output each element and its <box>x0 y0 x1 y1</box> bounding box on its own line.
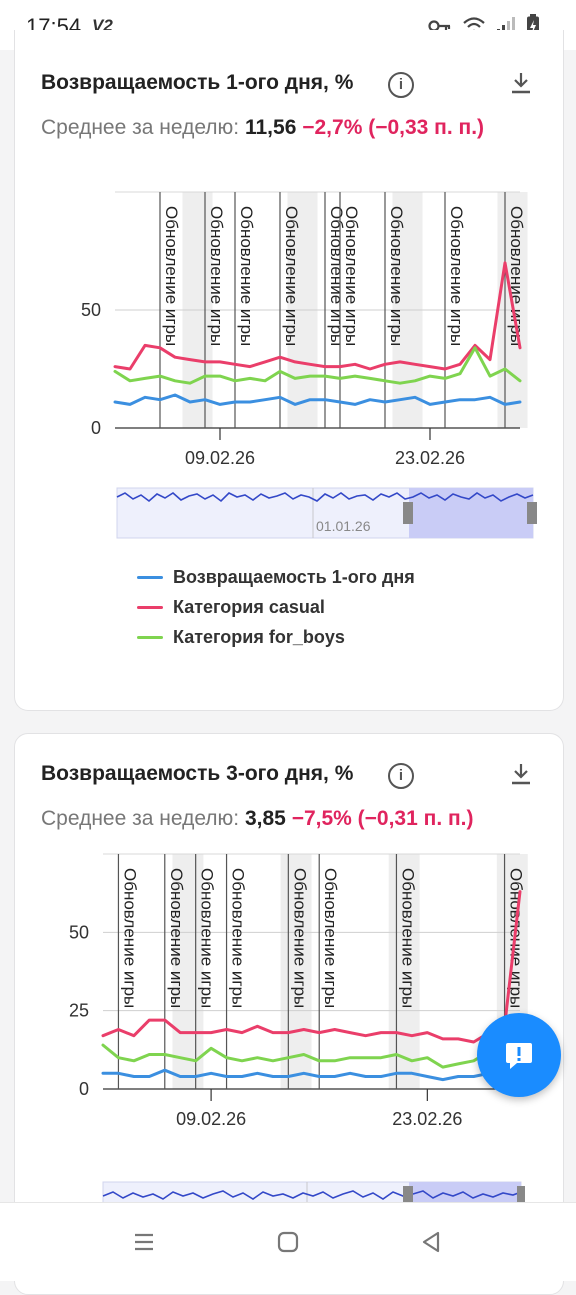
legend-item-casual[interactable]: Категория casual <box>137 592 415 622</box>
back-icon[interactable] <box>416 1227 446 1257</box>
status-icons <box>428 14 540 38</box>
retention-day1-chart[interactable]: 050 Обновление игры Обновление игры Обновле… <box>15 145 563 565</box>
avg-label: Среднее за неделю: <box>41 116 240 139</box>
annotation-label: Обновление игры <box>229 868 248 1008</box>
range-handle-right[interactable] <box>527 502 537 524</box>
legend-swatch <box>137 605 163 609</box>
avg-change: −2,7% (−0,33 п. п.) <box>302 116 485 139</box>
weekend-band <box>280 854 312 1089</box>
series-line <box>113 346 522 385</box>
legend-label: Возвращаемость 1-ого дня <box>173 566 415 587</box>
download-icon[interactable] <box>509 761 533 787</box>
annotation-label: Обновление игры <box>327 206 346 346</box>
retention-day3-chart[interactable]: 0 25 50 Обновление игры Обновление игры Обнов… <box>15 834 563 1254</box>
legend-label: Категория casual <box>173 596 325 617</box>
weekly-average: Среднее за неделю: 3,85 −7,5% (−0,31 п. … <box>41 807 474 831</box>
menu-icon[interactable] <box>129 1227 159 1257</box>
range-handle-left[interactable] <box>403 1186 413 1206</box>
weekend-band <box>172 854 204 1089</box>
annotation-label: Обновление игры <box>447 206 466 346</box>
range-date-label: 01.01.26 <box>316 518 371 534</box>
y-tick-label: 50 <box>81 300 101 320</box>
info-icon[interactable]: i <box>388 72 414 98</box>
avg-value: 3,85 <box>244 807 286 830</box>
annotation-label: Обновление игры <box>290 868 309 1008</box>
retention-day3-card: Возвращаемость 3-ого дня, % i Среднее за… <box>14 733 564 1295</box>
annotation-label: Обновление игры <box>342 206 361 346</box>
weekend-band <box>388 854 420 1089</box>
card-title: Возвращаемость 1-ого дня, % <box>41 71 354 94</box>
annotation-label: Обновление игры <box>387 206 406 346</box>
series-line <box>101 1068 522 1082</box>
system-navigation-bar <box>0 1202 576 1281</box>
range-handle-left[interactable] <box>403 502 413 524</box>
annotation-label: Обновление игры <box>120 868 139 1008</box>
range-handle-right[interactable] <box>517 1186 525 1206</box>
annotation-label: Обновление игры <box>398 868 417 1008</box>
legend-swatch <box>137 635 163 639</box>
legend-swatch <box>137 575 163 579</box>
x-tick-label: 23.02.26 <box>392 1109 462 1129</box>
annotation-label: Обновление игры <box>167 868 186 1008</box>
series-line <box>101 890 522 1044</box>
y-tick-label: 0 <box>79 1079 89 1099</box>
y-tick-label: 25 <box>69 1001 89 1021</box>
annotation-label: Обновление игры <box>321 868 340 1008</box>
legend-item-for-boys[interactable]: Категория for_boys <box>137 622 415 652</box>
x-tick-label: 23.02.26 <box>395 448 465 468</box>
x-tick-label: 09.02.26 <box>176 1109 246 1129</box>
annotation-label: Обновление игры <box>237 206 256 346</box>
legend: Возвращаемость 1-ого дня Категория casua… <box>137 562 415 652</box>
series-line <box>101 1031 522 1069</box>
retention-day1-card: Возвращаемость 1-ого дня, % i Среднее за… <box>14 30 564 711</box>
home-icon[interactable] <box>273 1227 303 1257</box>
y-tick-label: 50 <box>69 922 89 942</box>
download-icon[interactable] <box>509 70 533 96</box>
navigator-sparkline <box>102 1190 522 1200</box>
info-icon[interactable]: i <box>388 763 414 789</box>
weekly-average: Среднее за неделю: 11,56 −2,7% (−0,33 п.… <box>41 116 484 140</box>
annotation-label: Обновление игры <box>282 206 301 346</box>
legend-label: Категория for_boys <box>173 626 345 647</box>
series-line <box>113 393 522 406</box>
legend-item-retention[interactable]: Возвращаемость 1-ого дня <box>137 562 415 592</box>
series-line <box>113 261 522 371</box>
annotation-label: Обновление игры <box>507 206 526 346</box>
avg-change: −7,5% (−0,31 п. п.) <box>291 807 474 830</box>
avg-value: 11,56 <box>244 116 297 139</box>
range-navigator[interactable]: 01.01.26 <box>113 485 553 541</box>
annotation-label: Обновление игры <box>198 868 217 1008</box>
annotation-label: Обновление игры <box>207 206 226 346</box>
annotation-label: Обновление игры <box>162 206 181 346</box>
feedback-icon <box>506 1043 532 1069</box>
navigator-sparkline <box>116 492 534 503</box>
x-tick-label: 09.02.26 <box>185 448 255 468</box>
avg-label: Среднее за неделю: <box>41 807 240 830</box>
y-tick-label: 0 <box>91 418 101 438</box>
card-title: Возвращаемость 3-ого дня, % <box>41 762 354 785</box>
feedback-button[interactable] <box>477 1013 561 1097</box>
